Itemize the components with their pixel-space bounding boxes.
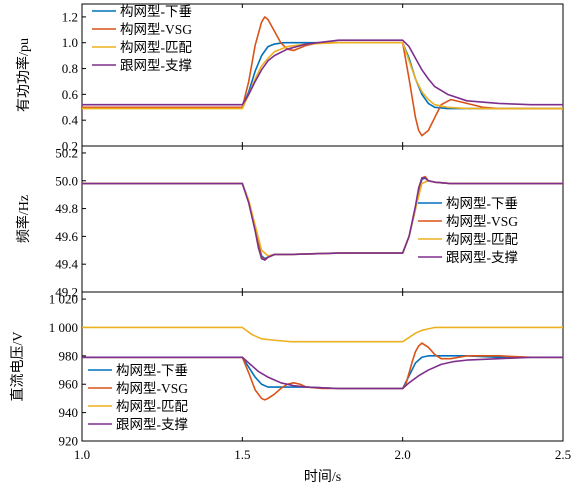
- y-tick-label: 49.4: [55, 257, 78, 272]
- x-tick-label: 2.0: [395, 447, 411, 462]
- panel-2: 49.2 49.4 49.6 49.8 50.0 50.2 频率/Hz 构网型-下垂构网型-V…: [15, 145, 564, 300]
- x-axis-title: 时间/s: [304, 469, 341, 485]
- legend-label-2: 构网型-VSG: [116, 381, 188, 396]
- y-tick-label: 50.2: [55, 145, 78, 160]
- y-axis-title: 频率/Hz: [15, 195, 32, 243]
- y-tick-label: 49.8: [55, 201, 78, 216]
- series-line-4: [82, 39, 563, 106]
- y-tick-label: 0.2: [62, 139, 78, 154]
- legend-label-1: 构网型-下垂: [116, 363, 188, 378]
- legend-label-1: 构网型-下垂: [446, 196, 518, 211]
- y-tick-label: 0.6: [62, 87, 79, 102]
- legend-label-3: 构网型-匹配: [116, 399, 188, 414]
- y-tick-label: 960: [59, 377, 79, 392]
- panel-3: 920 940 960 980 1 000 1 020 1.0 1.5 2.0 2.5 直流电压/V…: [9, 291, 571, 485]
- legend-label-4: 跟网型-支撑: [120, 58, 192, 73]
- series-line-4: [82, 356, 563, 390]
- y-tick-label: 50.0: [55, 173, 78, 188]
- x-tick-label: 2.5: [555, 447, 571, 462]
- panel-3-frame: [81, 291, 564, 442]
- series-line-4: [82, 177, 563, 261]
- y-tick-label: 920: [59, 434, 79, 449]
- y-tick-label: 0.8: [62, 61, 78, 76]
- y-axis-title: 直流电压/V: [9, 332, 26, 402]
- y-tick-label: 0.4: [62, 113, 79, 128]
- y-tick-label: 49.6: [55, 229, 78, 244]
- y-tick-label: 1 020: [49, 292, 78, 307]
- legend-label-1: 构网型-下垂: [120, 4, 192, 19]
- y-tick-label: 1.0: [62, 35, 78, 50]
- y-tick-label: 1 000: [49, 320, 78, 335]
- x-tick-label: 1.0: [74, 447, 90, 462]
- y-tick-label: 940: [59, 405, 79, 420]
- legend-label-3: 构网型-匹配: [446, 232, 518, 247]
- legend-label-2: 构网型-VSG: [446, 214, 518, 229]
- legend-label-3: 构网型-匹配: [120, 40, 192, 55]
- y-tick-label: 1.2: [62, 9, 78, 24]
- legend-label-4: 跟网型-支撑: [116, 417, 188, 432]
- series-line-3: [82, 41, 563, 110]
- y-axis-title: 有功功率/pu: [15, 38, 32, 112]
- series-line-3: [82, 326, 563, 343]
- y-tick-label: 49.2: [55, 285, 78, 300]
- legend-label-2: 构网型-VSG: [120, 22, 192, 37]
- legend-label-4: 跟网型-支撑: [446, 250, 518, 265]
- y-tick-label: 980: [59, 348, 79, 363]
- x-tick-label: 1.5: [234, 447, 250, 462]
